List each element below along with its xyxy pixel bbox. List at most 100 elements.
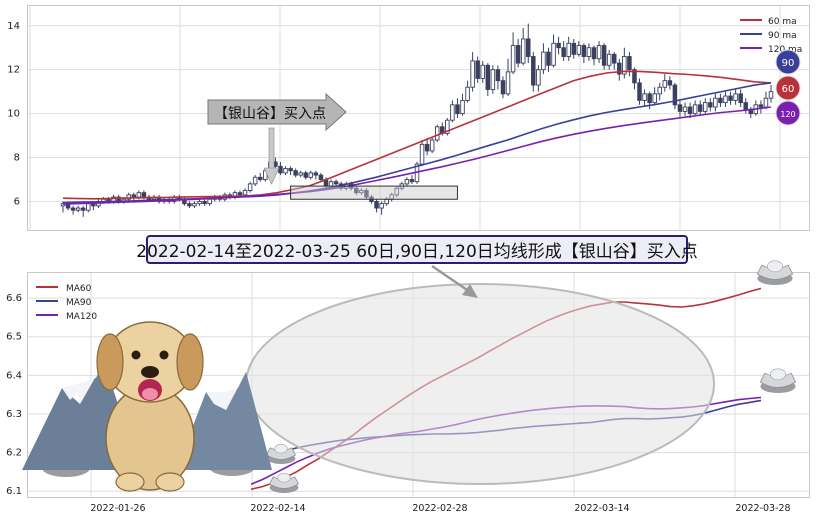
candle-body [278, 165, 283, 174]
candle-body [713, 97, 718, 108]
candle-body [632, 69, 637, 84]
candle-body [627, 56, 632, 71]
candle-body [637, 82, 642, 101]
mountain-shape [176, 372, 272, 470]
candle-body [394, 187, 400, 196]
y-tick-label: 12 [7, 65, 20, 76]
pointer-arrow-head [462, 284, 478, 298]
candle-body [723, 95, 728, 104]
x-tick-label: 2022-01-26 [90, 503, 145, 514]
candle-body [485, 64, 491, 90]
candle-body [374, 201, 379, 209]
candle-body [576, 45, 582, 55]
dog-ear [96, 333, 124, 391]
candle-body [677, 104, 683, 112]
candle-body [531, 56, 536, 86]
candle-body [652, 93, 657, 104]
callout-arrow [207, 92, 347, 132]
x-tick-label: 2022-03-28 [735, 503, 790, 514]
legend-label: 90 ma [768, 31, 797, 41]
candle-body [536, 69, 541, 86]
candlestick-panel: 60 ma 90 ma 120 ma [27, 5, 810, 231]
candle-body [546, 51, 551, 66]
y-tick-label: 10 [7, 109, 20, 120]
candle-body [465, 86, 470, 101]
y-tick-label: 6.6 [6, 293, 22, 304]
candle-body [364, 190, 369, 198]
ingot-top [766, 260, 783, 273]
candle-body [526, 38, 531, 57]
candle-body [687, 106, 693, 115]
candle-body [313, 172, 319, 176]
candle-body [490, 69, 496, 90]
candle-body [606, 53, 612, 66]
ma-badge [775, 49, 801, 75]
down-arrow-head [263, 167, 280, 185]
candle-body [80, 207, 86, 211]
candle-body [672, 84, 678, 106]
candle-body [379, 203, 384, 209]
legend-label: MA90 [66, 298, 92, 308]
mountain-snow [206, 372, 246, 410]
candle-body [359, 190, 364, 194]
candle-body [581, 45, 587, 57]
candle-body [728, 95, 733, 101]
candle-body [70, 207, 76, 211]
candle-body [556, 42, 561, 49]
candle-body [703, 102, 708, 112]
candle-body [617, 62, 622, 75]
candle-body [475, 60, 480, 79]
candle-body [480, 64, 485, 79]
silver-ingot-icon [266, 443, 296, 464]
dog-eye [159, 350, 169, 360]
dog-tongue [142, 388, 158, 400]
candle-body [697, 104, 703, 112]
candle-body [505, 71, 511, 95]
candle-body [257, 176, 263, 180]
candle-body [768, 91, 774, 99]
candle-body [642, 93, 647, 101]
candle-body [622, 56, 627, 75]
y-tick-label: 14 [7, 21, 20, 32]
y-tick-label: 6.5 [6, 332, 22, 343]
legend-label: 60 ma [768, 17, 797, 27]
candle-body [424, 143, 430, 152]
candle-body [445, 119, 450, 134]
dog-mascot-icon [96, 321, 204, 492]
ingot-top [274, 443, 288, 454]
y-tick-label: 6.3 [6, 409, 22, 420]
candle-body [333, 181, 339, 185]
ma-badge-label: 60 [782, 84, 795, 95]
x-tick-label: 2022-02-14 [250, 503, 305, 514]
candle-body [298, 172, 303, 176]
dog-ear [176, 333, 204, 391]
candle-body [283, 168, 288, 174]
candle-body [303, 172, 308, 178]
candle-body [662, 80, 668, 88]
annotation-box [290, 185, 458, 200]
candle-body [495, 69, 501, 82]
candle-body [409, 179, 415, 183]
candle-body [192, 203, 197, 207]
candle-body [75, 207, 81, 211]
candle-body [596, 45, 602, 60]
silver-ingot-icon [269, 472, 299, 493]
candle-body [126, 194, 131, 200]
candle-body [520, 38, 526, 64]
candle-body [197, 201, 202, 205]
candle-body [429, 139, 435, 152]
candle-body [247, 183, 253, 191]
ma-badge [775, 100, 801, 126]
candle-body [601, 45, 607, 66]
candle-body [591, 47, 597, 60]
ma120-line [62, 106, 772, 205]
candle-body [242, 190, 248, 196]
down-arrow-shaft [268, 127, 275, 171]
candle-body [252, 176, 258, 185]
candle-body [202, 201, 207, 205]
candle-body [738, 93, 743, 104]
ma-badge [775, 75, 801, 101]
candle-body [515, 45, 521, 64]
y-tick-label: 8 [14, 153, 20, 164]
